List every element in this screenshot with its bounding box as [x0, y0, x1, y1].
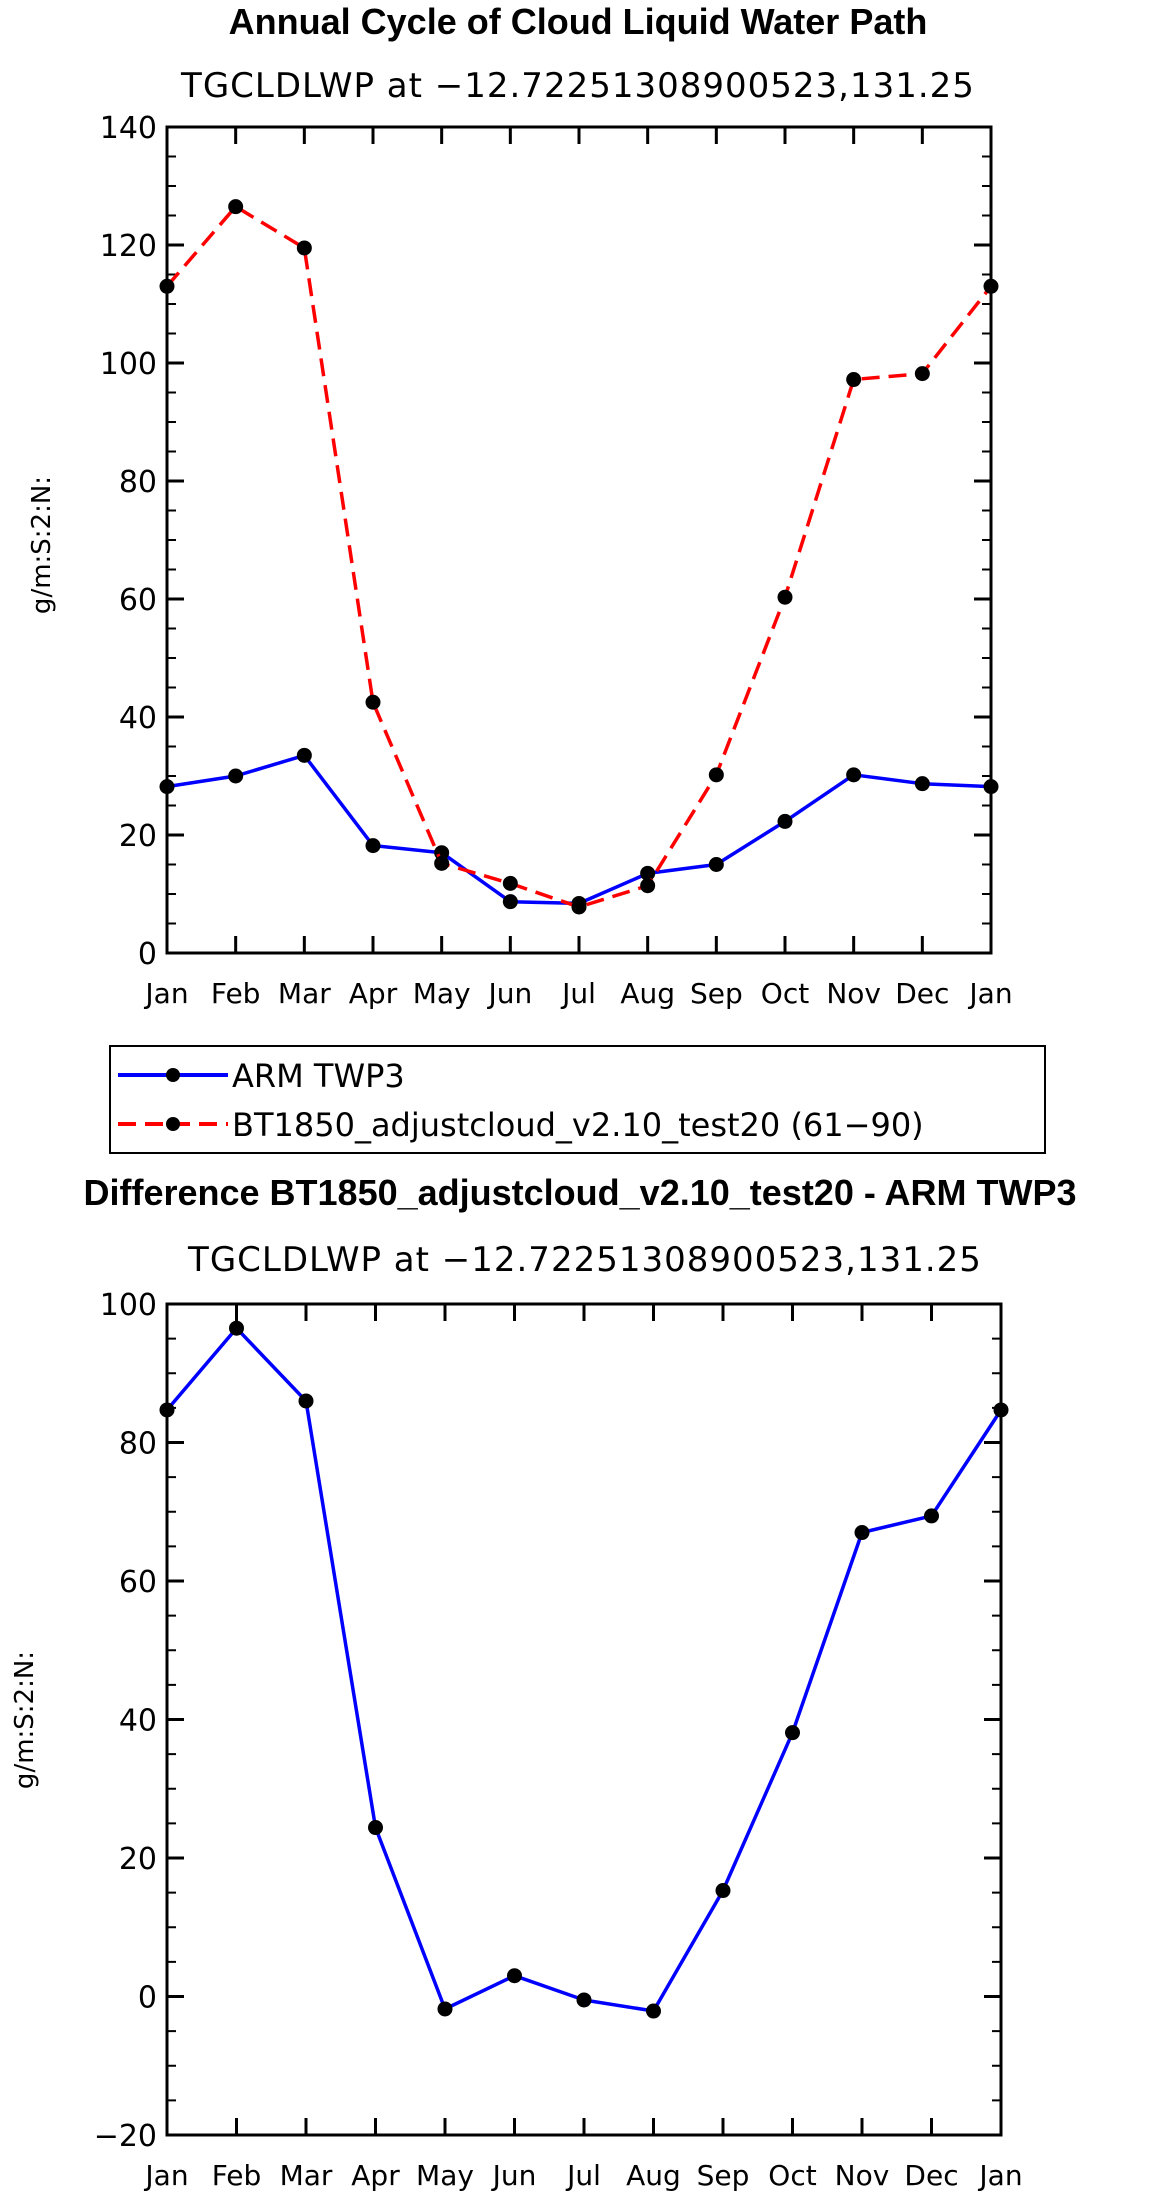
chart2-series-0-point	[437, 2001, 453, 2017]
chart1-series-1-point	[365, 694, 381, 710]
chart1-ytick-label: 140	[100, 111, 157, 146]
chart2-ytick-label: 100	[100, 1288, 157, 1323]
chart2-ytick-label: −20	[94, 2119, 157, 2154]
chart2-xtick-label: Feb	[212, 2159, 262, 2192]
chart2-series-0-point	[298, 1393, 314, 1409]
chart1-xtick-label: Nov	[826, 977, 881, 1010]
chart1-series-1-point	[914, 366, 930, 382]
chart2-series-0-point	[507, 1968, 522, 1984]
legend-marker-arm	[166, 1068, 180, 1082]
chart2-series-0-point	[368, 1820, 383, 1836]
chart1-xtick-label: Aug	[620, 977, 675, 1010]
chart1-series-1-point	[228, 199, 244, 215]
chart1-ytick-label: 80	[119, 465, 157, 500]
chart1-series-0-point	[983, 779, 999, 795]
chart1-series-1-point	[571, 899, 587, 915]
chart1-series-0-point	[846, 767, 862, 783]
chart1-series-1-point	[159, 278, 175, 294]
chart1-xtick-label: Apr	[349, 977, 398, 1010]
chart1-xtick-label: May	[413, 977, 471, 1010]
legend-label-model: BT1850_adjustcloud_v2.10_test20 (61−90)	[232, 1106, 924, 1144]
chart1-xtick-label: Mar	[278, 977, 331, 1010]
chart1-xtick-label: Dec	[895, 977, 949, 1010]
chart1-series-1-point	[502, 875, 518, 891]
chart1-series-0-point	[159, 779, 175, 795]
chart1-ytick-label: 120	[100, 229, 157, 264]
chart2-xtick-label: Jun	[491, 2159, 537, 2192]
chart2-plot: −20 0 20 40 60 80 100 Jan Feb Mar Apr May Jun Jul Aug S…	[94, 1288, 1023, 2192]
chart2-xtick-label: Aug	[626, 2159, 681, 2192]
chart2-ytick-label: 60	[119, 1565, 157, 1600]
chart2-xtick-label: Mar	[280, 2159, 333, 2192]
chart1-title: Annual Cycle of Cloud Liquid Water Path	[229, 1, 928, 42]
chart1-series-1-point	[708, 767, 724, 783]
chart2-series-0-point	[646, 2003, 661, 2019]
chart1-series-0-point	[365, 838, 381, 854]
chart2-xtick-label: Dec	[904, 2159, 958, 2192]
chart2-ytick-label: 0	[138, 1981, 157, 2016]
chart2-series-0-line	[165, 1326, 1003, 2013]
chart2-ytick-label: 80	[119, 1427, 157, 1462]
chart1-xtick-label: Feb	[211, 977, 261, 1010]
chart1-series-1-point	[846, 372, 862, 388]
chart1-xtick-label: Sep	[690, 977, 743, 1010]
chart1-series-0-point	[502, 894, 518, 910]
legend: ARM TWP3 BT1850_adjustcloud_v2.10_test20…	[109, 1045, 1046, 1154]
chart2-ylabel: g/m:S:2:N:	[10, 1651, 40, 1789]
chart2-series-0-point	[854, 1525, 870, 1541]
chart1-ytick-label: 100	[100, 347, 157, 382]
chart1-xtick-label: Oct	[761, 977, 809, 1010]
chart1-series-1-point	[640, 878, 656, 894]
chart2-xtick-label: May	[416, 2159, 474, 2192]
chart1-xtick-label: Jun	[486, 977, 532, 1010]
chart2-xtick-label: Sep	[697, 2159, 750, 2192]
chart2-xtick-label: Nov	[835, 2159, 890, 2192]
chart1-series-1-point	[983, 278, 999, 294]
chart1-series-0-point	[228, 768, 244, 784]
chart1-ytick-label: 20	[119, 819, 157, 854]
chart2-title: Difference BT1850_adjustcloud_v2.10_test…	[83, 1172, 1076, 1213]
chart1-ytick-label: 40	[119, 701, 157, 736]
chart2-ytick-label: 40	[119, 1704, 157, 1739]
chart2-series-0-point	[785, 1725, 800, 1741]
chart2-xtick-label: Jan	[143, 2159, 188, 2192]
chart1-ytick-label: 60	[119, 583, 157, 618]
legend-marker-model	[166, 1117, 180, 1131]
chart1-series-1-point	[296, 240, 312, 256]
legend-label-arm: ARM TWP3	[232, 1057, 405, 1095]
chart2-xtick-label: Oct	[768, 2159, 816, 2192]
chart2-xtick-label: Jan	[977, 2159, 1022, 2192]
chart1-series-0-point	[296, 747, 312, 763]
legend-box	[109, 1045, 1046, 1154]
chart2-xtick-label: Apr	[351, 2159, 400, 2192]
chart1-xtick-label: Jul	[560, 977, 596, 1010]
chart2-ytick-label: 20	[119, 1842, 157, 1877]
chart1-subtitle: TGCLDLWP at −12.72251308900523,131.25	[180, 66, 975, 106]
chart1-frame	[165, 125, 993, 955]
chart2-series-0-point	[576, 1992, 592, 2008]
chart1-series-0-point	[708, 857, 724, 872]
chart1-series-1-point	[777, 589, 793, 605]
chart1-series-1-point	[434, 855, 450, 871]
chart1-series-1-line	[165, 204, 993, 909]
chart2-series-0-point	[715, 1883, 731, 1899]
chart2-series-0-point	[159, 1402, 175, 1418]
chart1-series-0-point	[777, 813, 793, 829]
chart1-series-0-point	[640, 865, 656, 881]
chart2-frame	[165, 1302, 1003, 2137]
chart2-series-0-point	[993, 1402, 1009, 1418]
chart2-xtick-label: Jul	[565, 2159, 601, 2192]
chart2-series-0-point	[229, 1320, 244, 1336]
chart1-xtick-label: Jan	[967, 977, 1012, 1010]
chart1-xtick-label: Jan	[143, 977, 188, 1010]
chart2-subtitle: TGCLDLWP at −12.72251308900523,131.25	[187, 1240, 982, 1280]
chart1-plot: 0 20 40 60 80 100 120 140 Jan Feb Mar Apr May Jun Jul A…	[100, 111, 1013, 1010]
chart1-ylabel: g/m:S:2:N:	[27, 476, 57, 614]
chart1-ytick-label: 0	[138, 937, 157, 972]
chart2-series-0-point	[924, 1508, 939, 1524]
chart1-series-0-line	[166, 753, 992, 906]
chart1-series-0-point	[914, 776, 930, 792]
